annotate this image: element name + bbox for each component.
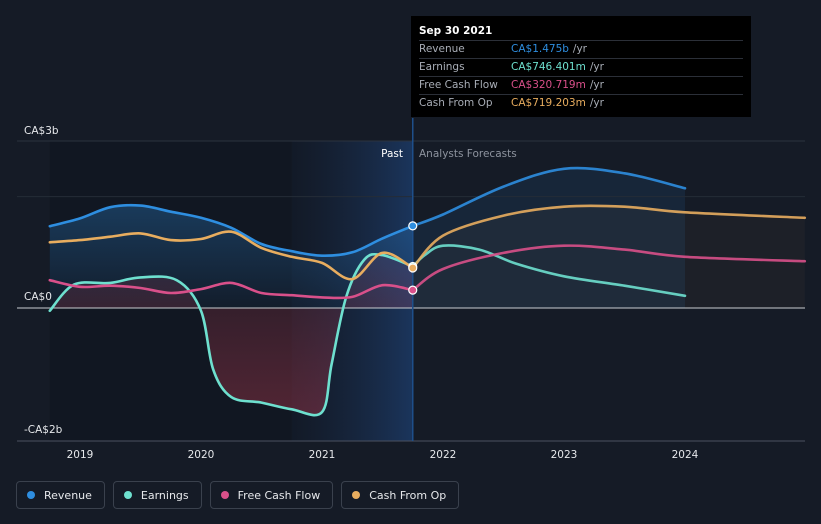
legend-label: Revenue (44, 488, 92, 502)
x-tick-label: 2023 (551, 449, 578, 461)
tooltip-unit: /yr (589, 79, 604, 91)
tooltip: Sep 30 2021 Revenue CA$1.475b /yr Earnin… (411, 16, 751, 117)
cash-from-op-area-forecast (412, 205, 805, 308)
tooltip-label: Free Cash Flow (419, 79, 498, 91)
earnings-line-forecast (411, 244, 687, 298)
tooltip-label: Cash From Op (419, 97, 493, 109)
revenue-marker (408, 221, 418, 231)
revenue-line-forecast (411, 166, 687, 228)
x-tick-label: 2022 (430, 449, 457, 461)
legend-label: Free Cash Flow (237, 488, 321, 502)
y-label-bottom: -CA$2b (24, 424, 63, 436)
past-label: Past (381, 148, 403, 160)
legend-dot-icon (27, 491, 35, 499)
x-tick-label: 2020 (188, 449, 215, 461)
tooltip-date: Sep 30 2021 (419, 25, 493, 37)
legend-free-cash-flow[interactable]: Free Cash Flow (209, 481, 334, 509)
legend-dot-icon (123, 491, 132, 499)
earnings-line-past (48, 252, 415, 417)
tooltip-value: CA$320.719m (511, 79, 586, 91)
legend-dot-icon (220, 491, 229, 499)
tooltip-unit: /yr (572, 43, 587, 55)
legend-label: Cash From Op (369, 488, 447, 502)
revenue-line-past (48, 203, 415, 258)
cash-from-op-line-past (48, 230, 415, 281)
legend-revenue[interactable]: Revenue (16, 481, 105, 509)
legend-cash-from-op[interactable]: Cash From Op (341, 481, 460, 509)
forecast-label: Analysts Forecasts (419, 148, 517, 160)
tooltip-row-earnings: Earnings CA$746.401m /yr (419, 58, 743, 76)
tooltip-unit: /yr (589, 61, 604, 73)
free-cash-flow-marker (408, 285, 418, 295)
free-cash-flow-line-past (48, 278, 415, 300)
tooltip-value: CA$719.203m (511, 97, 586, 109)
x-tick-label: 2024 (672, 449, 699, 461)
tooltip-unit: /yr (589, 97, 604, 109)
tooltip-row-free-cash-flow: Free Cash Flow CA$320.719m /yr (419, 76, 743, 94)
cash-from-op-line-forecast (411, 204, 807, 270)
x-tick-label: 2021 (309, 449, 336, 461)
tooltip-value: CA$746.401m (511, 61, 586, 73)
legend-label: Earnings (140, 488, 189, 502)
legend-earnings[interactable]: Earnings (112, 481, 202, 509)
x-tick-label: 2019 (67, 449, 94, 461)
tooltip-value: CA$1.475b (511, 43, 569, 55)
y-label-top: CA$3b (24, 125, 59, 137)
tooltip-label: Earnings (419, 61, 465, 73)
legend: Revenue Earnings Free Cash Flow Cash Fro… (16, 481, 460, 509)
tooltip-label: Revenue (419, 43, 465, 55)
cash-from-op-marker (408, 263, 418, 273)
legend-dot-icon (352, 491, 361, 499)
y-label-zero: CA$0 (24, 291, 52, 303)
tooltip-row-revenue: Revenue CA$1.475b /yr (419, 40, 743, 58)
tooltip-row-cash-from-op: Cash From Op CA$719.203m /yr (419, 94, 743, 112)
earnings-area-past (49, 254, 413, 416)
revenue-area-forecast (412, 168, 685, 308)
free-cash-flow-line-forecast (411, 244, 807, 292)
